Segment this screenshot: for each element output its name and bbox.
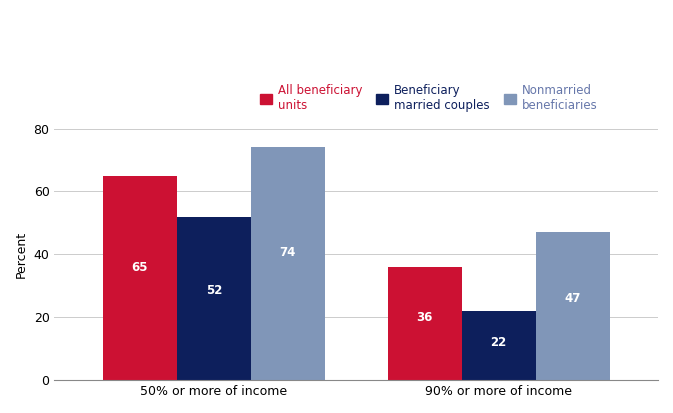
Bar: [251, 147, 325, 380]
Bar: [388, 267, 462, 380]
Text: 47: 47: [565, 292, 581, 305]
Bar: [462, 311, 536, 380]
Text: 65: 65: [132, 261, 148, 274]
Legend: All beneficiary
units, Beneficiary
married couples, Nonmarried
beneficiaries: All beneficiary units, Beneficiary marri…: [255, 79, 602, 116]
Bar: [177, 217, 251, 380]
Text: 36: 36: [417, 311, 433, 324]
Text: 22: 22: [491, 336, 507, 349]
Bar: [536, 233, 610, 380]
Bar: [103, 176, 177, 380]
Y-axis label: Percent: Percent: [15, 231, 28, 278]
Text: 74: 74: [280, 246, 296, 259]
Text: 52: 52: [206, 284, 222, 297]
